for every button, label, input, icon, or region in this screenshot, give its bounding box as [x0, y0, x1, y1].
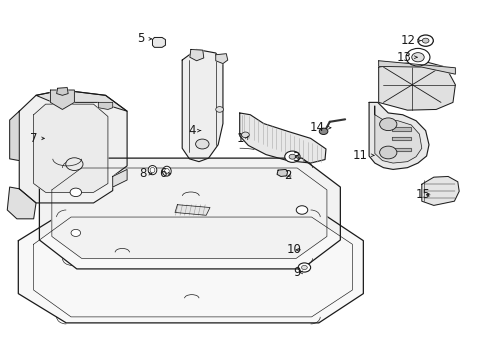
Polygon shape	[175, 205, 209, 215]
Polygon shape	[374, 106, 421, 163]
Circle shape	[301, 265, 306, 270]
Text: 7: 7	[30, 132, 38, 145]
Polygon shape	[215, 54, 227, 64]
Polygon shape	[36, 90, 127, 111]
Circle shape	[296, 206, 307, 214]
Polygon shape	[391, 137, 410, 140]
Circle shape	[284, 151, 300, 162]
Text: 2: 2	[284, 169, 291, 182]
Polygon shape	[7, 187, 36, 219]
Polygon shape	[368, 102, 428, 170]
Polygon shape	[57, 87, 68, 95]
Polygon shape	[10, 111, 19, 161]
Text: 5: 5	[137, 32, 144, 45]
Circle shape	[241, 132, 249, 138]
Circle shape	[288, 154, 295, 159]
Circle shape	[65, 158, 83, 171]
Circle shape	[417, 35, 432, 46]
Circle shape	[422, 38, 428, 43]
Circle shape	[319, 128, 327, 135]
Text: 13: 13	[396, 51, 410, 64]
Polygon shape	[40, 158, 340, 269]
Polygon shape	[391, 148, 410, 151]
Circle shape	[379, 118, 396, 131]
Text: 3: 3	[292, 150, 299, 163]
Circle shape	[71, 229, 81, 237]
Polygon shape	[277, 170, 287, 176]
Ellipse shape	[150, 167, 155, 173]
Polygon shape	[239, 113, 325, 163]
Circle shape	[195, 139, 208, 149]
Text: 10: 10	[285, 243, 301, 256]
Text: 14: 14	[309, 121, 325, 134]
Text: 4: 4	[188, 124, 195, 137]
Polygon shape	[391, 127, 410, 131]
Text: 12: 12	[400, 34, 415, 47]
Circle shape	[411, 53, 423, 62]
Text: 8: 8	[139, 167, 146, 180]
Text: 6: 6	[159, 167, 166, 180]
Polygon shape	[378, 61, 454, 74]
Polygon shape	[182, 49, 223, 162]
Polygon shape	[421, 176, 458, 206]
Polygon shape	[189, 49, 203, 61]
Text: 1: 1	[237, 132, 244, 145]
Polygon shape	[378, 61, 454, 110]
Polygon shape	[50, 90, 74, 109]
Polygon shape	[152, 37, 165, 48]
Circle shape	[379, 146, 396, 159]
Polygon shape	[34, 104, 108, 192]
Polygon shape	[19, 90, 127, 203]
Polygon shape	[18, 211, 363, 323]
Text: 11: 11	[352, 149, 367, 162]
Text: 9: 9	[293, 266, 301, 279]
Polygon shape	[98, 102, 112, 109]
Polygon shape	[52, 168, 326, 258]
Ellipse shape	[164, 168, 169, 174]
Circle shape	[405, 48, 429, 66]
Circle shape	[70, 188, 81, 197]
Polygon shape	[34, 217, 351, 317]
Ellipse shape	[148, 166, 157, 175]
Circle shape	[298, 263, 310, 272]
Ellipse shape	[162, 166, 171, 176]
Text: 15: 15	[415, 188, 429, 201]
Polygon shape	[112, 170, 127, 187]
Circle shape	[215, 107, 223, 112]
